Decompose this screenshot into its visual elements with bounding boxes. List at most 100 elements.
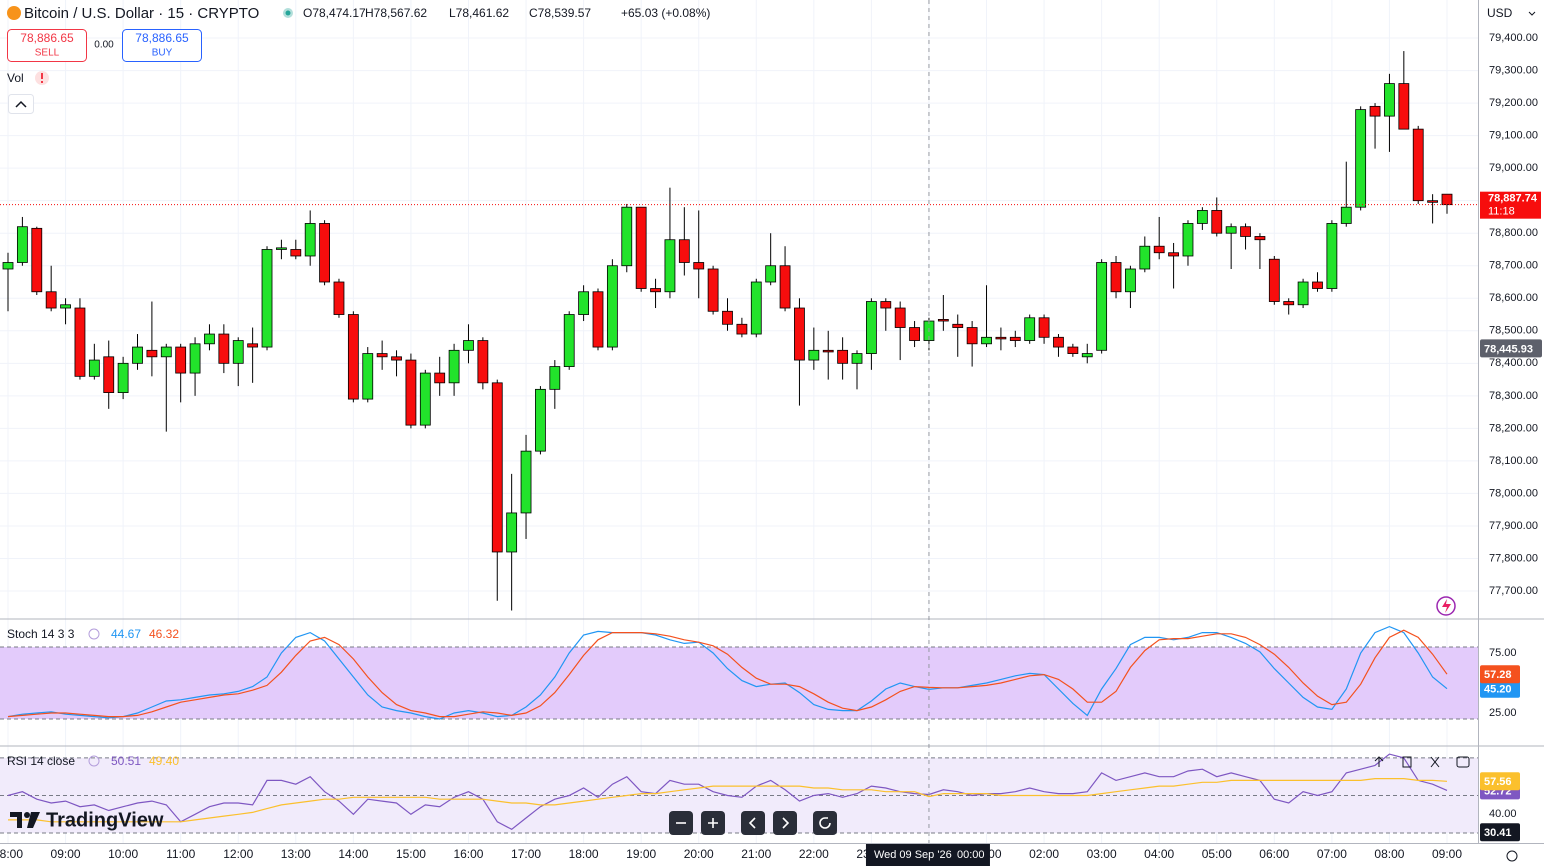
candle-body — [1196, 210, 1208, 224]
candle-body — [189, 343, 201, 374]
candle-body — [794, 307, 805, 361]
candle-body — [376, 353, 388, 358]
delete-icon[interactable] — [1402, 756, 1412, 768]
candle-body — [1009, 336, 1021, 341]
candle-body — [1024, 317, 1036, 341]
candle-body — [535, 388, 546, 452]
crosshair-time: 00:00 — [957, 849, 985, 861]
time-tick-label: 21:00 — [741, 847, 771, 861]
price-tick-label: 78,700.00 — [1489, 260, 1538, 272]
assistant-icon[interactable] — [1436, 596, 1456, 616]
candle-body — [606, 265, 618, 348]
settings-icon[interactable] — [1506, 850, 1518, 862]
indicator-settings — [88, 755, 100, 767]
candle-body — [592, 291, 604, 348]
time-tick-label: 18:00 — [569, 847, 599, 861]
price-tick-label: 78,800.00 — [1489, 227, 1538, 239]
buy-price: 78,886.65 — [135, 31, 189, 45]
axis-marker: 30.41 — [1484, 827, 1512, 839]
ohlc-low: L78,461.62 — [449, 6, 509, 20]
candle-body — [1153, 245, 1165, 254]
indicator-line — [7, 625, 1448, 720]
candle-body — [937, 319, 949, 322]
candle-body — [808, 349, 820, 361]
last-value: 57.56 — [1484, 776, 1512, 788]
move-up-icon[interactable] — [1374, 756, 1384, 767]
sell-button[interactable] — [7, 29, 87, 62]
currency[interactable]: USD — [1487, 6, 1513, 20]
logo-text: TradingView — [46, 809, 164, 831]
candle-body — [1182, 223, 1194, 257]
zoom-in-icon — [708, 818, 718, 828]
navigation — [669, 811, 837, 835]
band-fill — [0, 646, 1478, 719]
time-tick-label: 02:00 — [1029, 847, 1059, 861]
crosshair-price: 78,445.93 — [1484, 343, 1533, 355]
candle-body — [1067, 346, 1079, 354]
candle-body — [822, 349, 834, 353]
candle-body — [362, 353, 374, 400]
maximize-icon[interactable] — [1456, 756, 1470, 768]
candle-body — [218, 333, 230, 364]
candle-body — [333, 281, 345, 315]
candle-body — [419, 372, 431, 426]
collapse-pane-icon[interactable] — [1430, 756, 1440, 768]
buy-button[interactable] — [122, 29, 202, 62]
pane-toolbar — [1374, 756, 1470, 768]
candle-body — [1384, 83, 1395, 117]
candle-body — [319, 223, 330, 283]
candle-body — [837, 349, 849, 364]
candle-body — [2, 262, 14, 270]
candle-body — [491, 382, 503, 553]
candle-body — [851, 353, 863, 364]
candle-body — [1369, 105, 1381, 117]
candle-body — [1211, 210, 1223, 234]
indicator-line — [8, 778, 1448, 823]
candle-body — [693, 262, 705, 270]
indicator-title: RSI 14 close — [7, 754, 75, 768]
vol-label: Vol — [7, 71, 24, 85]
price-tick-label: 78,300.00 — [1489, 390, 1538, 402]
price-tick-label: 77,900.00 — [1489, 520, 1538, 532]
price-tick-label: 78,000.00 — [1489, 487, 1538, 499]
countdown: 11:18 — [1488, 206, 1515, 218]
candle-body — [880, 301, 892, 309]
candle-body — [995, 336, 1007, 340]
candle-body — [866, 301, 877, 354]
candle-body — [232, 340, 244, 364]
candle-body — [1254, 236, 1266, 241]
price-tick-label: 79,000.00 — [1489, 162, 1538, 174]
candle-body — [290, 249, 302, 257]
collapse-button[interactable] — [8, 94, 34, 114]
last-price: 78,887.74 — [1488, 193, 1538, 205]
candle-body — [16, 226, 28, 263]
reset[interactable] — [813, 811, 837, 835]
time-tick-label: 17:00 — [511, 847, 541, 861]
candle-body — [736, 323, 748, 335]
time-tick-label: 11:00 — [166, 847, 195, 861]
axis-marker-box — [1480, 823, 1520, 842]
candle-body — [779, 265, 791, 309]
time-tick-label: 15:00 — [396, 847, 426, 861]
candle-body — [563, 314, 575, 367]
ohlc-high: H78,567.62 — [365, 6, 427, 20]
time-tick-label: 10:00 — [108, 847, 138, 861]
collapse-icon — [15, 100, 27, 108]
candle-body — [1297, 281, 1309, 306]
last-value-box — [1480, 679, 1520, 698]
candle-body — [750, 281, 762, 335]
candle-body — [1355, 109, 1367, 208]
candle-body — [434, 372, 446, 384]
scroll-right[interactable] — [773, 811, 797, 835]
ohlc-close: C78,539.57 — [529, 6, 591, 20]
time-tick-label: 12:00 — [223, 847, 253, 861]
legend-value: 49.40 — [149, 754, 179, 768]
scroll-left[interactable] — [741, 811, 765, 835]
candle-body — [1096, 262, 1108, 351]
ohlc-change: +65.03 (+0.08%) — [621, 6, 710, 20]
price-tick-label: 78,400.00 — [1489, 357, 1538, 369]
assistant-bolt — [1442, 599, 1451, 613]
time-tick-label: 09:00 — [51, 847, 81, 861]
